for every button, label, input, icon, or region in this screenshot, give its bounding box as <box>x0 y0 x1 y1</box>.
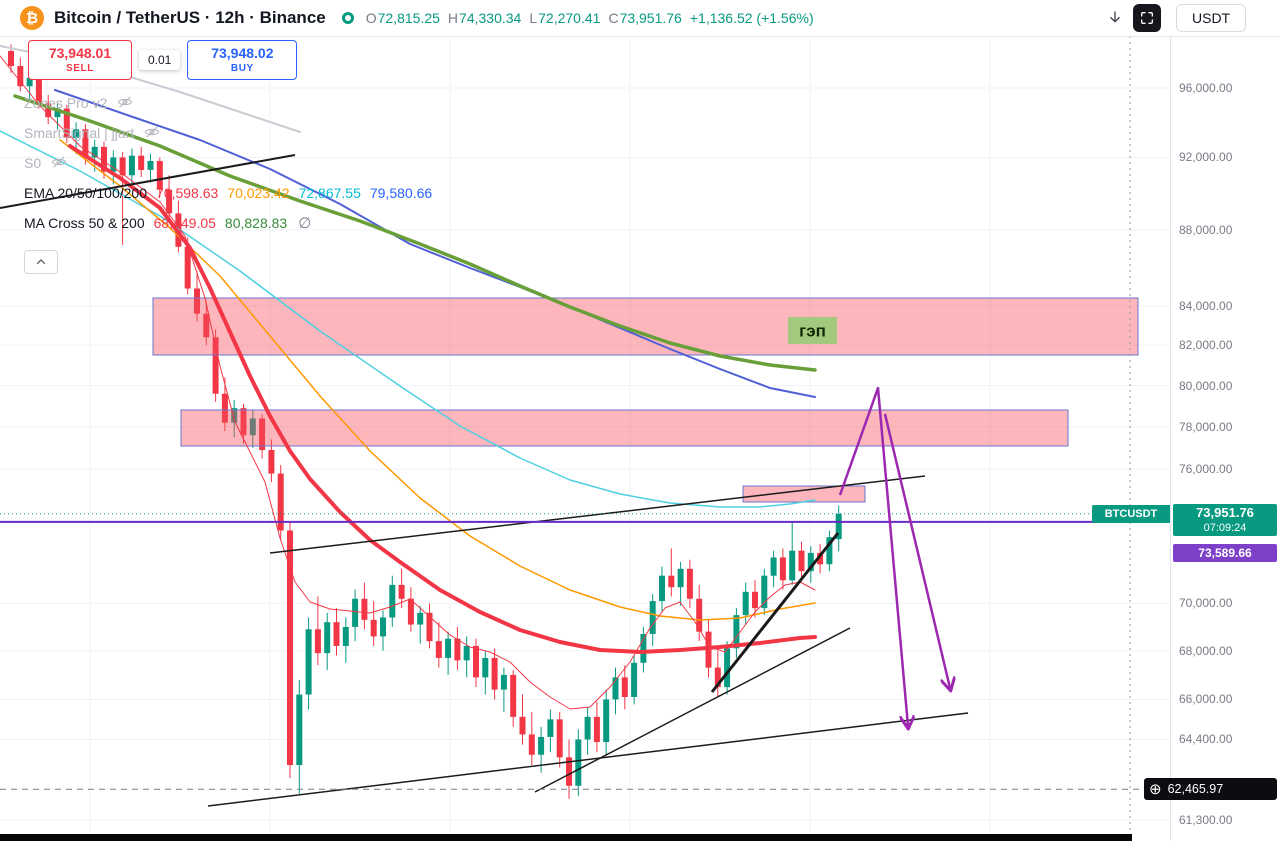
arrow-down-icon <box>1110 11 1120 23</box>
download-button[interactable] <box>1102 5 1128 31</box>
purple-level-badge: 73,589.66 <box>1173 544 1277 562</box>
sell-label: SELL <box>66 62 94 74</box>
buy-button[interactable]: 73,948.02 BUY <box>187 40 298 80</box>
market-status-icon <box>341 12 354 24</box>
ema-value-200: 79,580.66 <box>369 185 433 201</box>
close-label: C <box>608 10 619 26</box>
axis-price-label: 66,000.00 <box>1179 692 1233 707</box>
axis-price-label: 80,000.00 <box>1179 378 1233 393</box>
low-value: 72,270.41 <box>538 10 601 26</box>
plus-circle-icon[interactable]: ⊕ <box>1149 780 1162 798</box>
legend-item-ema[interactable]: EMA 20/50/100/200 70,598.63 70,023.42 72… <box>24 178 432 208</box>
ema-value-20: 70,598.63 <box>156 185 219 201</box>
eye-off-icon[interactable] <box>50 153 68 174</box>
buy-label: BUY <box>230 62 254 74</box>
sell-price: 73,948.01 <box>48 45 112 61</box>
axis-price-label: 64,400.00 <box>1179 732 1233 747</box>
fullscreen-corners-icon <box>1141 12 1153 24</box>
axis-price-label: 68,000.00 <box>1179 643 1233 658</box>
symbol-flag-badge: BTCUSDT <box>1092 505 1170 523</box>
axis-price-label: 84,000.00 <box>1179 298 1233 313</box>
open-value: 72,815.25 <box>377 10 440 26</box>
price-axis[interactable]: 73,951.76 07:09:24 73,589.66 96,000.00 92… <box>1170 36 1280 841</box>
spread-value: 0.01 <box>139 50 181 70</box>
legend-item-ma-cross[interactable]: MA Cross 50 & 200 68,449.05 80,828.83 ∅ <box>24 208 432 238</box>
symbol-title[interactable]: Bitcoin / TetherUS · 12h · Binance <box>54 8 326 27</box>
axis-price-label: 82,000.00 <box>1179 338 1233 353</box>
close-value: 73,951.76 <box>619 10 682 26</box>
buy-price: 73,948.02 <box>211 45 274 61</box>
indicator-name: SmartSignal | jjart <box>24 125 135 141</box>
high-label: H <box>447 10 459 26</box>
currency-dropdown[interactable]: USDT <box>1176 4 1247 32</box>
empty-set-icon: ∅ <box>298 215 312 232</box>
indicator-name: EMA 20/50/100/200 <box>24 185 147 201</box>
indicator-name: MA Cross 50 & 200 <box>24 215 145 231</box>
price-chart-canvas[interactable]: гэп <box>0 36 1170 841</box>
chevron-up-icon <box>36 259 46 265</box>
indicator-legend: Zones Pro v2 SmartSignal | jjart S0 EMA … <box>24 88 432 274</box>
legend-collapse-button[interactable] <box>24 250 58 274</box>
ema-value-100: 72,867.55 <box>298 185 361 201</box>
alert-level-price: 62,465.97 <box>1167 782 1224 796</box>
legend-item-zones-pro[interactable]: Zones Pro v2 <box>24 88 432 118</box>
axis-price-label: 76,000.00 <box>1179 462 1233 477</box>
ma-value-50: 68,449.05 <box>153 215 216 231</box>
legend-item-s0[interactable]: S0 <box>24 148 432 178</box>
high-value: 74,330.34 <box>459 10 522 26</box>
eye-off-icon[interactable] <box>116 93 134 114</box>
alert-level-badge[interactable]: ⊕ 62,465.97 <box>1144 778 1277 800</box>
axis-price-label: 88,000.00 <box>1179 222 1233 237</box>
axis-price-label: 61,300.00 <box>1179 813 1233 827</box>
last-price-badge: 73,951.76 07:09:24 <box>1173 504 1277 536</box>
last-price-value: 73,951.76 <box>1196 505 1254 520</box>
bitcoin-logo-icon: ₿ <box>20 6 44 30</box>
axis-price-label: 70,000.00 <box>1179 596 1233 611</box>
sell-button[interactable]: 73,948.01 SELL <box>28 40 132 80</box>
indicator-name: Zones Pro v2 <box>24 95 108 111</box>
eye-off-icon[interactable] <box>143 123 161 144</box>
fullscreen-button[interactable] <box>1133 4 1161 32</box>
ema-value-50: 70,023.42 <box>227 185 290 201</box>
legend-item-smartsignal[interactable]: SmartSignal | jjart <box>24 118 432 148</box>
low-label: L <box>529 10 538 26</box>
ma-value-200: 80,828.83 <box>224 215 288 231</box>
chart-header: ₿ Bitcoin / TetherUS · 12h · Binance O 7… <box>0 0 1280 37</box>
axis-price-label: 92,000.00 <box>1179 150 1233 165</box>
bar-countdown: 07:09:24 <box>1203 522 1247 534</box>
bottom-strip <box>0 834 1132 841</box>
trade-widget: 73,948.01 SELL 0.01 73,948.02 BUY <box>28 40 298 80</box>
indicator-name: S0 <box>24 155 42 171</box>
open-label: O <box>365 10 377 26</box>
change-value: +1,136.52 (+1.56%) <box>689 10 814 26</box>
axis-price-label: 78,000.00 <box>1179 419 1233 434</box>
axis-price-label: 96,000.00 <box>1179 81 1233 95</box>
gap-annotation: гэп <box>799 322 826 341</box>
ohlc-readout: O 72,815.25 H 74,330.34 L 72,270.41 C 73… <box>358 10 814 26</box>
